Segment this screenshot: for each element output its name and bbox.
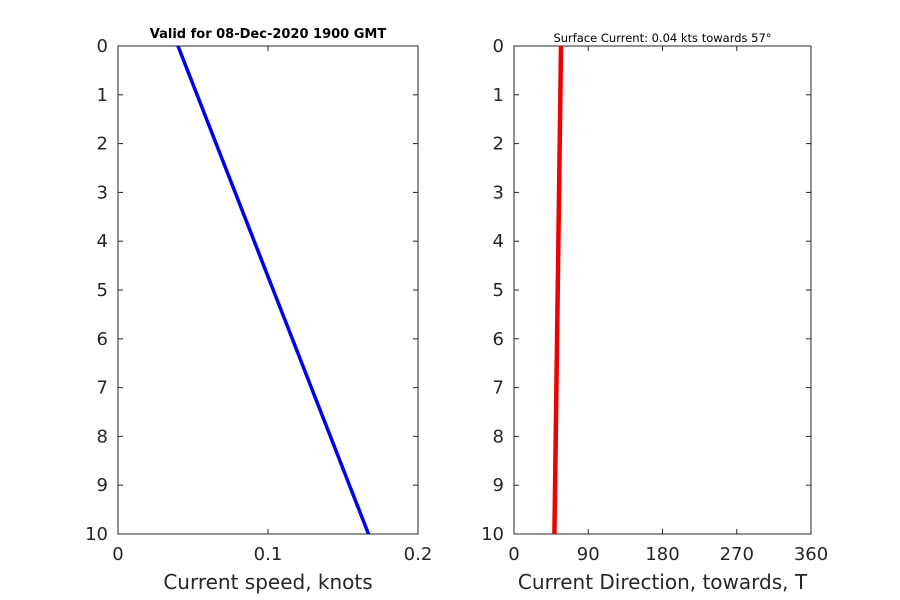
speed-x-axis-label: Current speed, knots [163,570,372,594]
direction-y-tick-label: 5 [493,280,504,301]
speed-x-tick-label: 0.1 [254,544,283,565]
speed-y-tick-label: 3 [97,182,108,203]
direction-y-tick-label: 9 [493,475,504,496]
speed-chart-title: Valid for 08-Dec-2020 1900 GMT [150,27,387,42]
direction-x-tick-label: 180 [645,544,679,565]
speed-axes-box [117,45,419,535]
direction-y-tick-label: 4 [493,231,504,252]
speed-y-tick-label: 1 [97,85,108,106]
speed-y-tick-label: 5 [97,280,108,301]
direction-y-tick-label: 8 [493,426,504,447]
direction-x-tick-label: 360 [794,544,828,565]
speed-profile-panel: 0 0.1 0.2 0 [85,27,432,594]
direction-series-line [552,45,564,535]
direction-x-axis-label: Current Direction, towards, T [518,570,808,594]
direction-x-ticks: 0 90 180 270 360 [508,46,828,565]
direction-y-tick-label: 3 [493,182,504,203]
speed-x-tick-label: 0 [112,544,123,565]
direction-y-tick-label: 1 [493,85,504,106]
direction-y-tick-label: 2 [493,134,504,155]
speed-y-ticks: 0 1 2 3 4 5 6 7 8 9 10 [85,36,418,545]
direction-y-tick-label: 7 [493,378,504,399]
speed-y-tick-label: 10 [85,524,108,545]
speed-y-tick-label: 4 [97,231,108,252]
speed-y-tick-label: 0 [97,36,108,57]
speed-series-line [176,45,371,535]
direction-y-ticks: 0 1 2 3 4 5 6 7 8 9 10 [481,36,811,545]
direction-chart-title: Surface Current: 0.04 kts towards 57° [553,31,771,45]
direction-x-tick-label: 90 [577,544,600,565]
direction-y-tick-label: 0 [493,36,504,57]
direction-y-tick-label: 6 [493,329,504,350]
direction-profile-panel: 0 90 180 270 360 [481,31,828,594]
direction-x-tick-label: 0 [508,544,519,565]
speed-y-tick-label: 9 [97,475,108,496]
direction-x-tick-label: 270 [720,544,754,565]
speed-y-tick-label: 6 [97,329,108,350]
speed-y-tick-label: 7 [97,378,108,399]
speed-x-tick-label: 0.2 [404,544,433,565]
speed-x-ticks: 0 0.1 0.2 [112,46,432,565]
speed-y-tick-label: 2 [97,134,108,155]
direction-y-tick-label: 10 [481,524,504,545]
speed-y-tick-label: 8 [97,426,108,447]
